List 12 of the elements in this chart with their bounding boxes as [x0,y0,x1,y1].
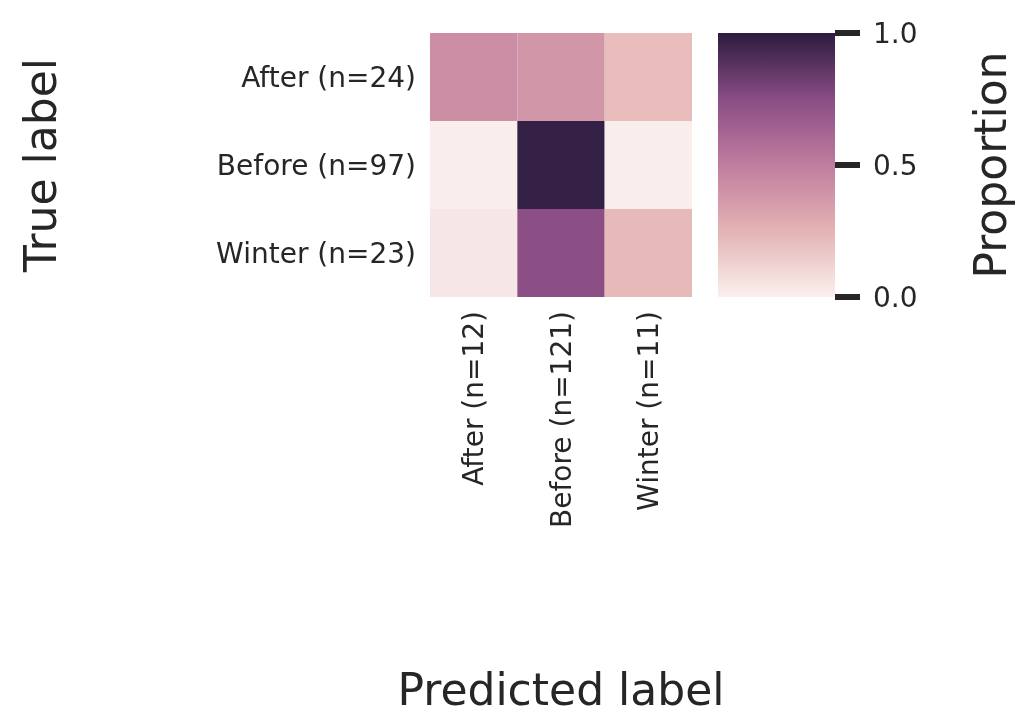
x-tick-label: Before (n=121) [544,311,578,528]
x-tick-label: Winter (n=11) [631,311,665,511]
color-bar-title: Proportion [964,51,1016,279]
x-axis-title: Predicted label [397,664,725,715]
color-bar-label: 0.0 [873,280,918,314]
color-bar-label: 1.0 [873,16,918,50]
x-tick-label: After (n=12) [457,311,491,486]
y-tick-label: After (n=24) [241,60,416,94]
y-tick-label: Winter (n=23) [216,236,416,270]
y-tick-label: Before (n=97) [216,148,416,182]
y-axis-title: True label [14,58,66,273]
color-bar-label: 0.5 [873,148,918,182]
